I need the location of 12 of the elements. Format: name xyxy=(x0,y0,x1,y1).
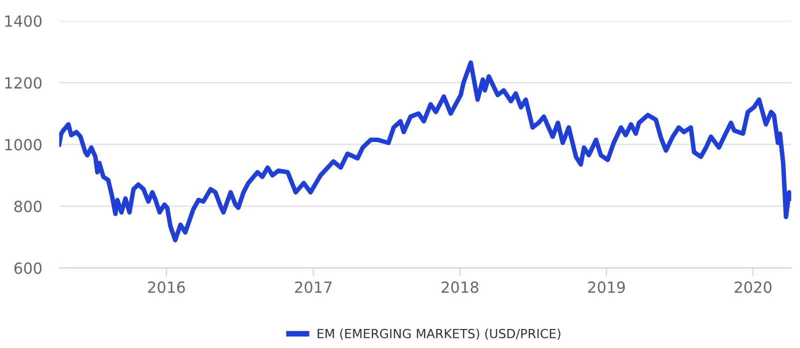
legend-label: EM (EMERGING MARKETS) (USD/PRICE) xyxy=(318,328,560,340)
x-tick-label: 2017 xyxy=(295,281,332,293)
x-tick-label: 2016 xyxy=(148,281,185,293)
line-series xyxy=(59,60,792,242)
y-tick-label: 600 xyxy=(14,262,42,274)
y-tick-label: 800 xyxy=(14,200,42,212)
y-tick-label: 1000 xyxy=(5,138,42,150)
x-tick-label: 2020 xyxy=(734,281,772,293)
y-tick-label: 1200 xyxy=(5,77,42,89)
x-tick-label: 2018 xyxy=(442,281,478,293)
y-tick-label: 1400 xyxy=(5,15,42,27)
x-tick-label: 2019 xyxy=(588,281,625,293)
